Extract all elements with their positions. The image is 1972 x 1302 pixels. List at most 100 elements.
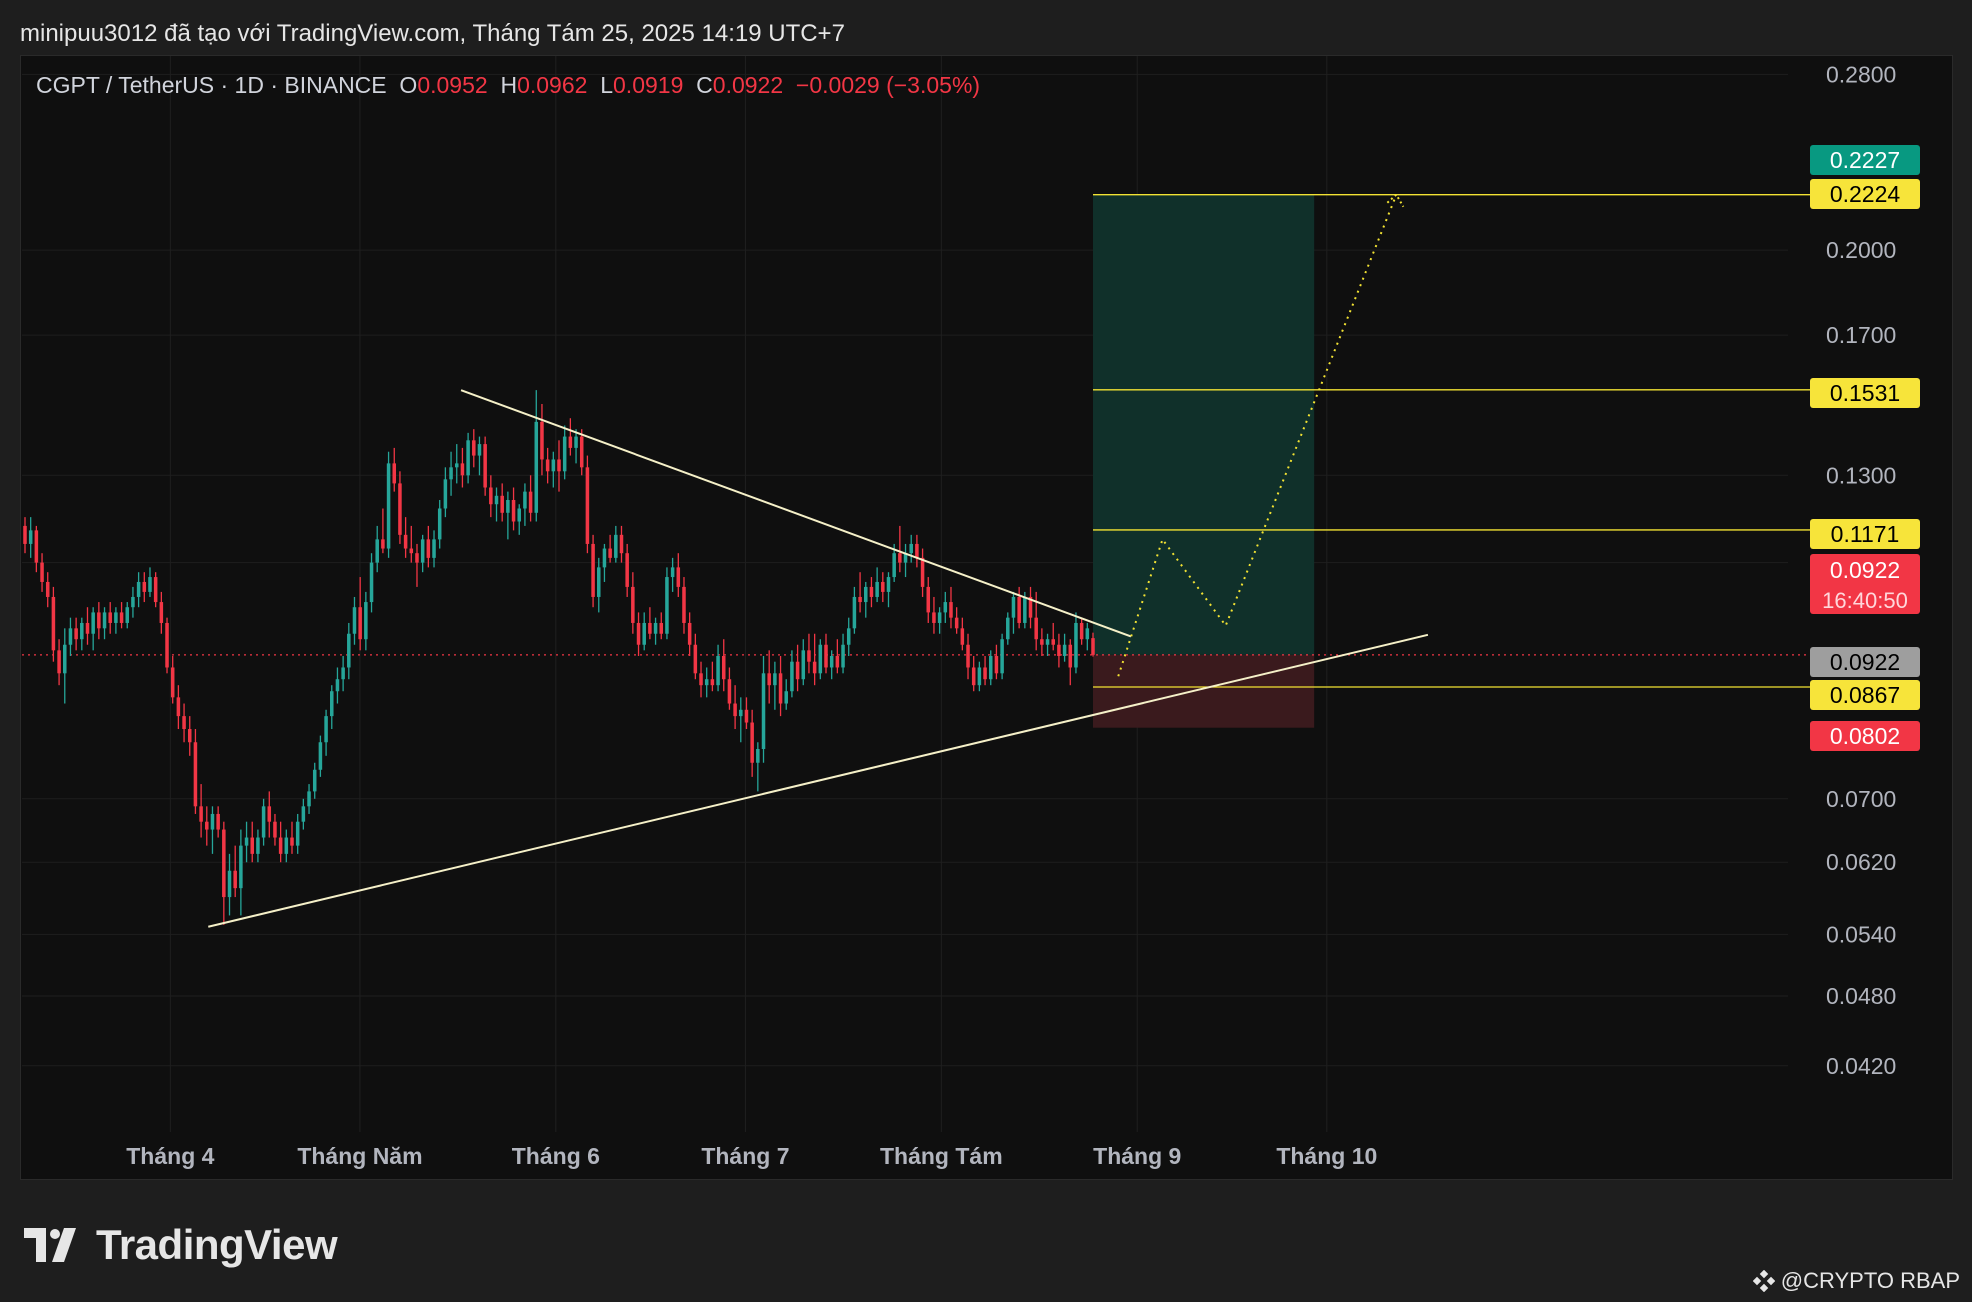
time-axis-label: Tháng Năm bbox=[297, 1143, 422, 1169]
candle-body bbox=[864, 586, 868, 603]
price-badge-label: 0.2224 bbox=[1830, 181, 1901, 207]
open-value: 0.0952 bbox=[417, 72, 488, 98]
tradingview-logo-icon bbox=[24, 1228, 76, 1262]
candle-body bbox=[159, 602, 164, 623]
candle-body bbox=[761, 673, 766, 749]
candle-body bbox=[68, 628, 73, 645]
candle-body bbox=[994, 655, 999, 674]
profit-zone bbox=[1093, 193, 1315, 655]
candle-body bbox=[591, 543, 595, 597]
watermark-text: @CRYPTO RBAP bbox=[1780, 1268, 1960, 1293]
candle-body bbox=[881, 581, 885, 592]
candle-body bbox=[85, 622, 90, 634]
low-value: 0.0919 bbox=[613, 72, 684, 98]
candle-body bbox=[57, 650, 61, 674]
candle-body bbox=[653, 622, 658, 634]
candle-body bbox=[1074, 622, 1078, 668]
candle-body bbox=[744, 709, 749, 723]
projection-path bbox=[1117, 193, 1405, 677]
tradingview-logo[interactable]: TradingView bbox=[24, 1221, 338, 1268]
candle-body bbox=[261, 806, 266, 838]
grid-lines bbox=[22, 56, 1788, 1132]
candle-body bbox=[710, 679, 715, 686]
diamond-icon bbox=[1752, 1270, 1775, 1292]
candle-body bbox=[364, 602, 368, 640]
symbol-name: CGPT / TetherUS · 1D · BINANCE bbox=[36, 72, 387, 98]
candle-body bbox=[824, 644, 828, 668]
candle-body bbox=[1028, 596, 1033, 618]
candle-body bbox=[40, 562, 44, 582]
candle-body bbox=[875, 581, 879, 597]
candle-body bbox=[557, 459, 561, 472]
candle-body bbox=[1045, 639, 1050, 645]
symbol-legend: CGPT / TetherUS · 1D · BINANCE O0.0952 H… bbox=[36, 68, 980, 102]
candle-body bbox=[409, 548, 414, 554]
candle-body bbox=[284, 837, 289, 854]
candle-body bbox=[909, 543, 913, 554]
candle-body bbox=[142, 581, 147, 592]
candle-body bbox=[619, 534, 624, 554]
candle-body bbox=[1040, 639, 1044, 645]
price-badge bbox=[1810, 145, 1920, 175]
candle-body bbox=[784, 691, 788, 704]
price-axis-label: 0.0540 bbox=[1826, 921, 1896, 947]
candle-body bbox=[648, 622, 652, 634]
candle-body bbox=[102, 612, 107, 629]
candle-body bbox=[540, 421, 544, 460]
price-axis-label: 0.0480 bbox=[1826, 983, 1896, 1009]
candle-body bbox=[807, 650, 811, 662]
candle-body bbox=[1079, 622, 1084, 640]
close-label: C bbox=[696, 72, 713, 98]
price-axis-label: 0.1300 bbox=[1826, 462, 1896, 488]
candle-body bbox=[954, 617, 959, 629]
candle-body bbox=[682, 586, 686, 623]
candle-body bbox=[1057, 644, 1061, 656]
candle-body bbox=[398, 483, 402, 535]
candle-body bbox=[625, 553, 629, 587]
price-badge-label: 0.1531 bbox=[1830, 380, 1900, 406]
candle-body bbox=[898, 553, 902, 563]
candle-body bbox=[182, 716, 186, 730]
candle-body bbox=[472, 440, 476, 456]
time-axis-label: Tháng 9 bbox=[1093, 1143, 1181, 1169]
candle-body bbox=[205, 821, 209, 830]
candle-body bbox=[358, 607, 362, 640]
candle-body bbox=[795, 661, 800, 680]
candle-body bbox=[977, 667, 982, 686]
candle-body bbox=[1062, 644, 1067, 656]
candle-body bbox=[63, 644, 67, 674]
candle-body bbox=[381, 539, 385, 549]
candle-body bbox=[386, 463, 391, 549]
candle-body bbox=[1017, 596, 1021, 623]
candle-body bbox=[949, 602, 953, 618]
candle-body bbox=[165, 622, 169, 668]
candle-body bbox=[812, 661, 817, 674]
candle-body bbox=[108, 612, 112, 623]
price-badges: 0.2227 0.2224 0.1531 0.1171 0.0922 16:40:50 0.… bbox=[1810, 145, 1920, 751]
price-badge-label: 0.0867 bbox=[1830, 682, 1900, 708]
price-badge bbox=[1810, 378, 1920, 408]
candle-body bbox=[170, 667, 175, 698]
candle-body bbox=[932, 612, 936, 623]
candle-body bbox=[187, 729, 192, 743]
chart-header-title: minipuu3012 đã tạo với TradingView.com, … bbox=[20, 20, 845, 47]
candle-body bbox=[1011, 596, 1016, 618]
price-badge-label: 0.2227 bbox=[1830, 147, 1900, 173]
candle-body bbox=[500, 495, 504, 513]
candle-body bbox=[869, 586, 874, 597]
candle-body bbox=[858, 596, 862, 603]
price-axis-label: 0.2000 bbox=[1826, 237, 1896, 263]
loss-zone bbox=[1093, 654, 1315, 728]
candle-body bbox=[841, 644, 845, 668]
price-badge-label: 0.0802 bbox=[1830, 723, 1900, 749]
candle-body bbox=[574, 436, 578, 448]
candle-body bbox=[324, 716, 328, 743]
candle-body bbox=[670, 567, 675, 578]
tradingview-brand: TradingView bbox=[96, 1221, 338, 1268]
chart-pane[interactable] bbox=[20, 55, 1953, 1180]
projection-path-line bbox=[1117, 194, 1398, 677]
price-badge bbox=[1810, 519, 1920, 549]
candle-body bbox=[267, 806, 272, 822]
candle-body bbox=[114, 612, 118, 623]
